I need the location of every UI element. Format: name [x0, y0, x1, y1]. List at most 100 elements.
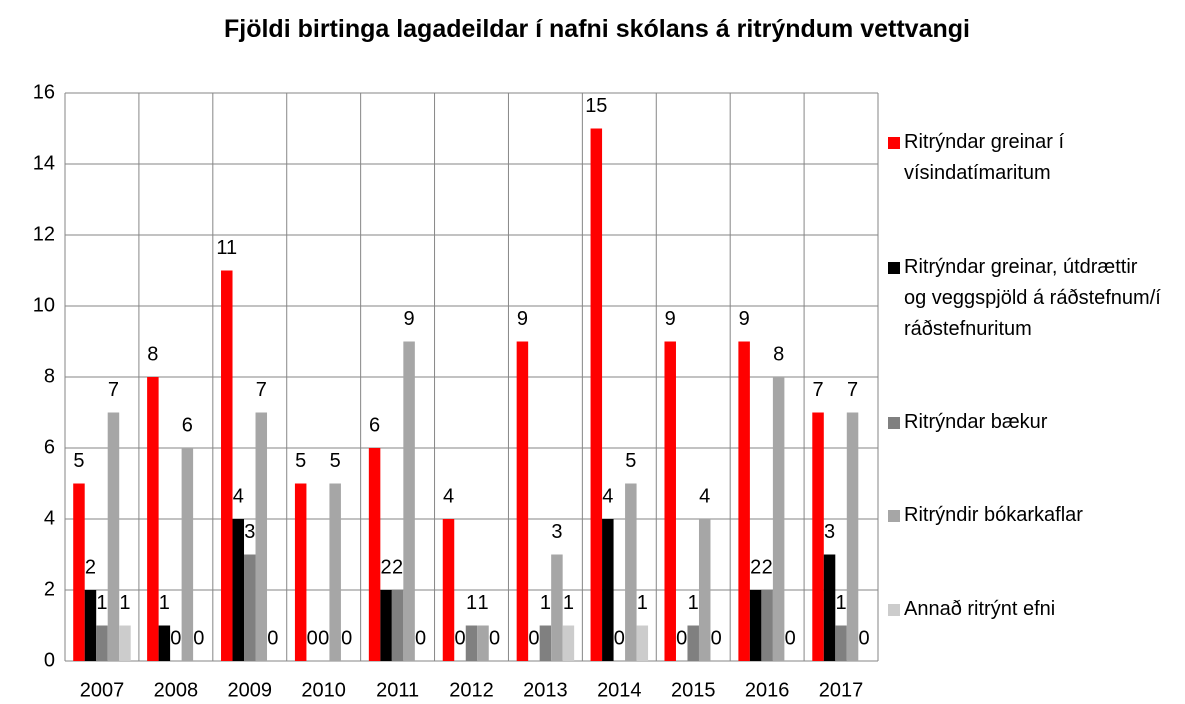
data-label: 2: [392, 556, 403, 578]
x-tick-label: 2016: [745, 679, 790, 701]
bar: [73, 483, 85, 661]
data-label: 9: [517, 308, 528, 330]
y-tick-label: 10: [33, 294, 55, 316]
data-label: 0: [415, 627, 426, 649]
bar: [442, 519, 455, 661]
data-label: 15: [585, 95, 607, 117]
data-label: 1: [477, 592, 488, 614]
data-label: 5: [625, 450, 636, 472]
data-label: 3: [244, 521, 255, 543]
data-label: 0: [676, 627, 687, 649]
data-label: 5: [73, 450, 84, 472]
bar: [181, 448, 194, 661]
bar: [823, 554, 836, 661]
bar: [158, 625, 171, 661]
data-label: 2: [381, 556, 392, 578]
legend-item: Ritrýndar bækur: [888, 407, 1163, 438]
y-tick-label: 8: [44, 365, 55, 387]
legend-swatch: [888, 137, 900, 150]
bar: [698, 519, 711, 661]
x-tick-label: 2012: [449, 679, 494, 701]
x-tick-label: 2010: [301, 679, 346, 701]
x-tick-label: 2007: [80, 679, 125, 701]
data-label: 0: [711, 627, 722, 649]
x-tick-label: 2011: [376, 679, 419, 701]
bar: [403, 341, 415, 661]
legend-label: Ritrýndar greinar, útdrættir og veggspjö…: [904, 255, 1161, 340]
bar: [687, 625, 699, 661]
data-label: 2: [750, 556, 761, 578]
y-tick-label: 16: [33, 81, 55, 103]
legend-swatch: [888, 261, 900, 274]
legend-swatch: [888, 416, 900, 429]
data-label: 0: [318, 627, 329, 649]
legend: Ritrýndar greinar í vísindatímaritum Ritr…: [888, 96, 1163, 656]
data-label: 1: [835, 592, 846, 614]
data-label: 6: [182, 414, 193, 436]
legend-swatch: [888, 510, 900, 523]
bar: [232, 519, 245, 661]
data-label: 9: [665, 308, 676, 330]
y-tick-label: 4: [44, 507, 55, 529]
data-label: 4: [443, 485, 454, 507]
y-tick-label: 12: [33, 223, 55, 245]
x-tick-label: 2013: [523, 679, 568, 701]
bar: [590, 128, 603, 661]
bar: [636, 625, 649, 661]
data-label: 0: [193, 627, 204, 649]
data-label: 2: [85, 556, 96, 578]
bar: [539, 625, 552, 661]
bar: [846, 412, 859, 661]
x-tick-label: 2015: [671, 679, 716, 701]
data-label: 2: [762, 556, 773, 578]
bar: [244, 554, 256, 661]
bar: [812, 412, 824, 661]
data-label: 1: [540, 592, 551, 614]
x-tick-label: 2014: [597, 679, 642, 701]
data-label: 4: [699, 485, 710, 507]
bar: [749, 590, 762, 661]
data-label: 1: [688, 592, 699, 614]
data-label: 1: [637, 592, 648, 614]
bar: [147, 377, 159, 661]
bar: [465, 625, 478, 661]
bar: [664, 341, 676, 661]
data-label: 0: [489, 627, 500, 649]
chart-title: Fjöldi birtinga lagadeildar í nafni skól…: [224, 15, 970, 43]
bar: [551, 554, 563, 661]
legend-label: Ritrýndar bækur: [904, 410, 1048, 433]
data-label: 7: [256, 379, 267, 401]
legend-item: Ritrýndar greinar, útdrættir og veggspjö…: [888, 252, 1163, 345]
data-label: 3: [551, 521, 562, 543]
y-tick-label: 6: [44, 436, 55, 458]
bar: [772, 377, 785, 661]
bar: [221, 270, 233, 661]
data-label: 7: [847, 379, 858, 401]
legend-item: Ritrýndar greinar í vísindatímaritum: [888, 127, 1163, 189]
data-label: 8: [147, 343, 158, 365]
data-label: 0: [170, 627, 181, 649]
bar: [738, 341, 750, 661]
legend-label: Annað ritrýnt efni: [904, 597, 1056, 620]
y-tick-label: 14: [33, 152, 55, 174]
x-tick-label: 2008: [154, 679, 199, 701]
bar: [96, 625, 108, 661]
data-label: 1: [96, 592, 107, 614]
x-tick-label: 2009: [228, 679, 273, 701]
bar: [835, 625, 847, 661]
bar: [368, 448, 381, 661]
data-label: 0: [454, 627, 465, 649]
data-label: 9: [739, 308, 750, 330]
data-label: 0: [614, 627, 625, 649]
data-label: 1: [563, 592, 574, 614]
bar: [625, 483, 637, 661]
data-label: 5: [295, 450, 306, 472]
data-label: 9: [404, 308, 415, 330]
bar: [329, 483, 341, 661]
data-label: 1: [159, 592, 170, 614]
legend-item: Ritrýndir bókarkaflar: [888, 500, 1163, 531]
bar: [107, 412, 120, 661]
data-label: 4: [602, 485, 613, 507]
data-label: 0: [785, 627, 796, 649]
